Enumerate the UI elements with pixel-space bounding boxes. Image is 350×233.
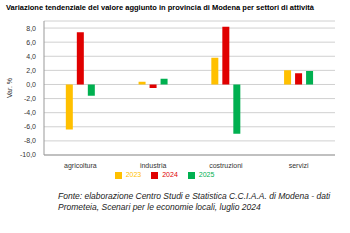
svg-text:0,0: 0,0 — [26, 81, 36, 88]
svg-text:agricoltura: agricoltura — [64, 162, 97, 170]
svg-text:-4,0: -4,0 — [24, 109, 36, 116]
svg-text:-6,0: -6,0 — [24, 123, 36, 130]
svg-text:-8,0: -8,0 — [24, 137, 36, 144]
html-text:2025: 2025 — [198, 171, 215, 178]
svg-text:6,0: 6,0 — [26, 39, 36, 46]
svg-text:servizi: servizi — [289, 162, 309, 169]
svg-text:Var. %: Var. % — [8, 78, 13, 98]
html-text:2024: 2024 — [162, 171, 178, 178]
svg-text:-2,0: -2,0 — [24, 95, 36, 102]
svg-text:2,0: 2,0 — [26, 67, 36, 74]
html-text:Variazione tendenziale del val: Variazione tendenziale del valore aggiun… — [6, 3, 314, 12]
svg-text:-10,0: -10,0 — [20, 151, 36, 158]
html-text:2023: 2023 — [125, 171, 142, 178]
svg-text:industria: industria — [140, 162, 167, 169]
svg-text:8,0: 8,0 — [26, 25, 36, 32]
svg-text:costruzioni: costruzioni — [209, 162, 243, 169]
svg-text:4,0: 4,0 — [26, 53, 36, 60]
html-text:Fonte: elaborazione Centro Stu: Fonte: elaborazione Centro Studi e Stati… — [58, 191, 331, 212]
